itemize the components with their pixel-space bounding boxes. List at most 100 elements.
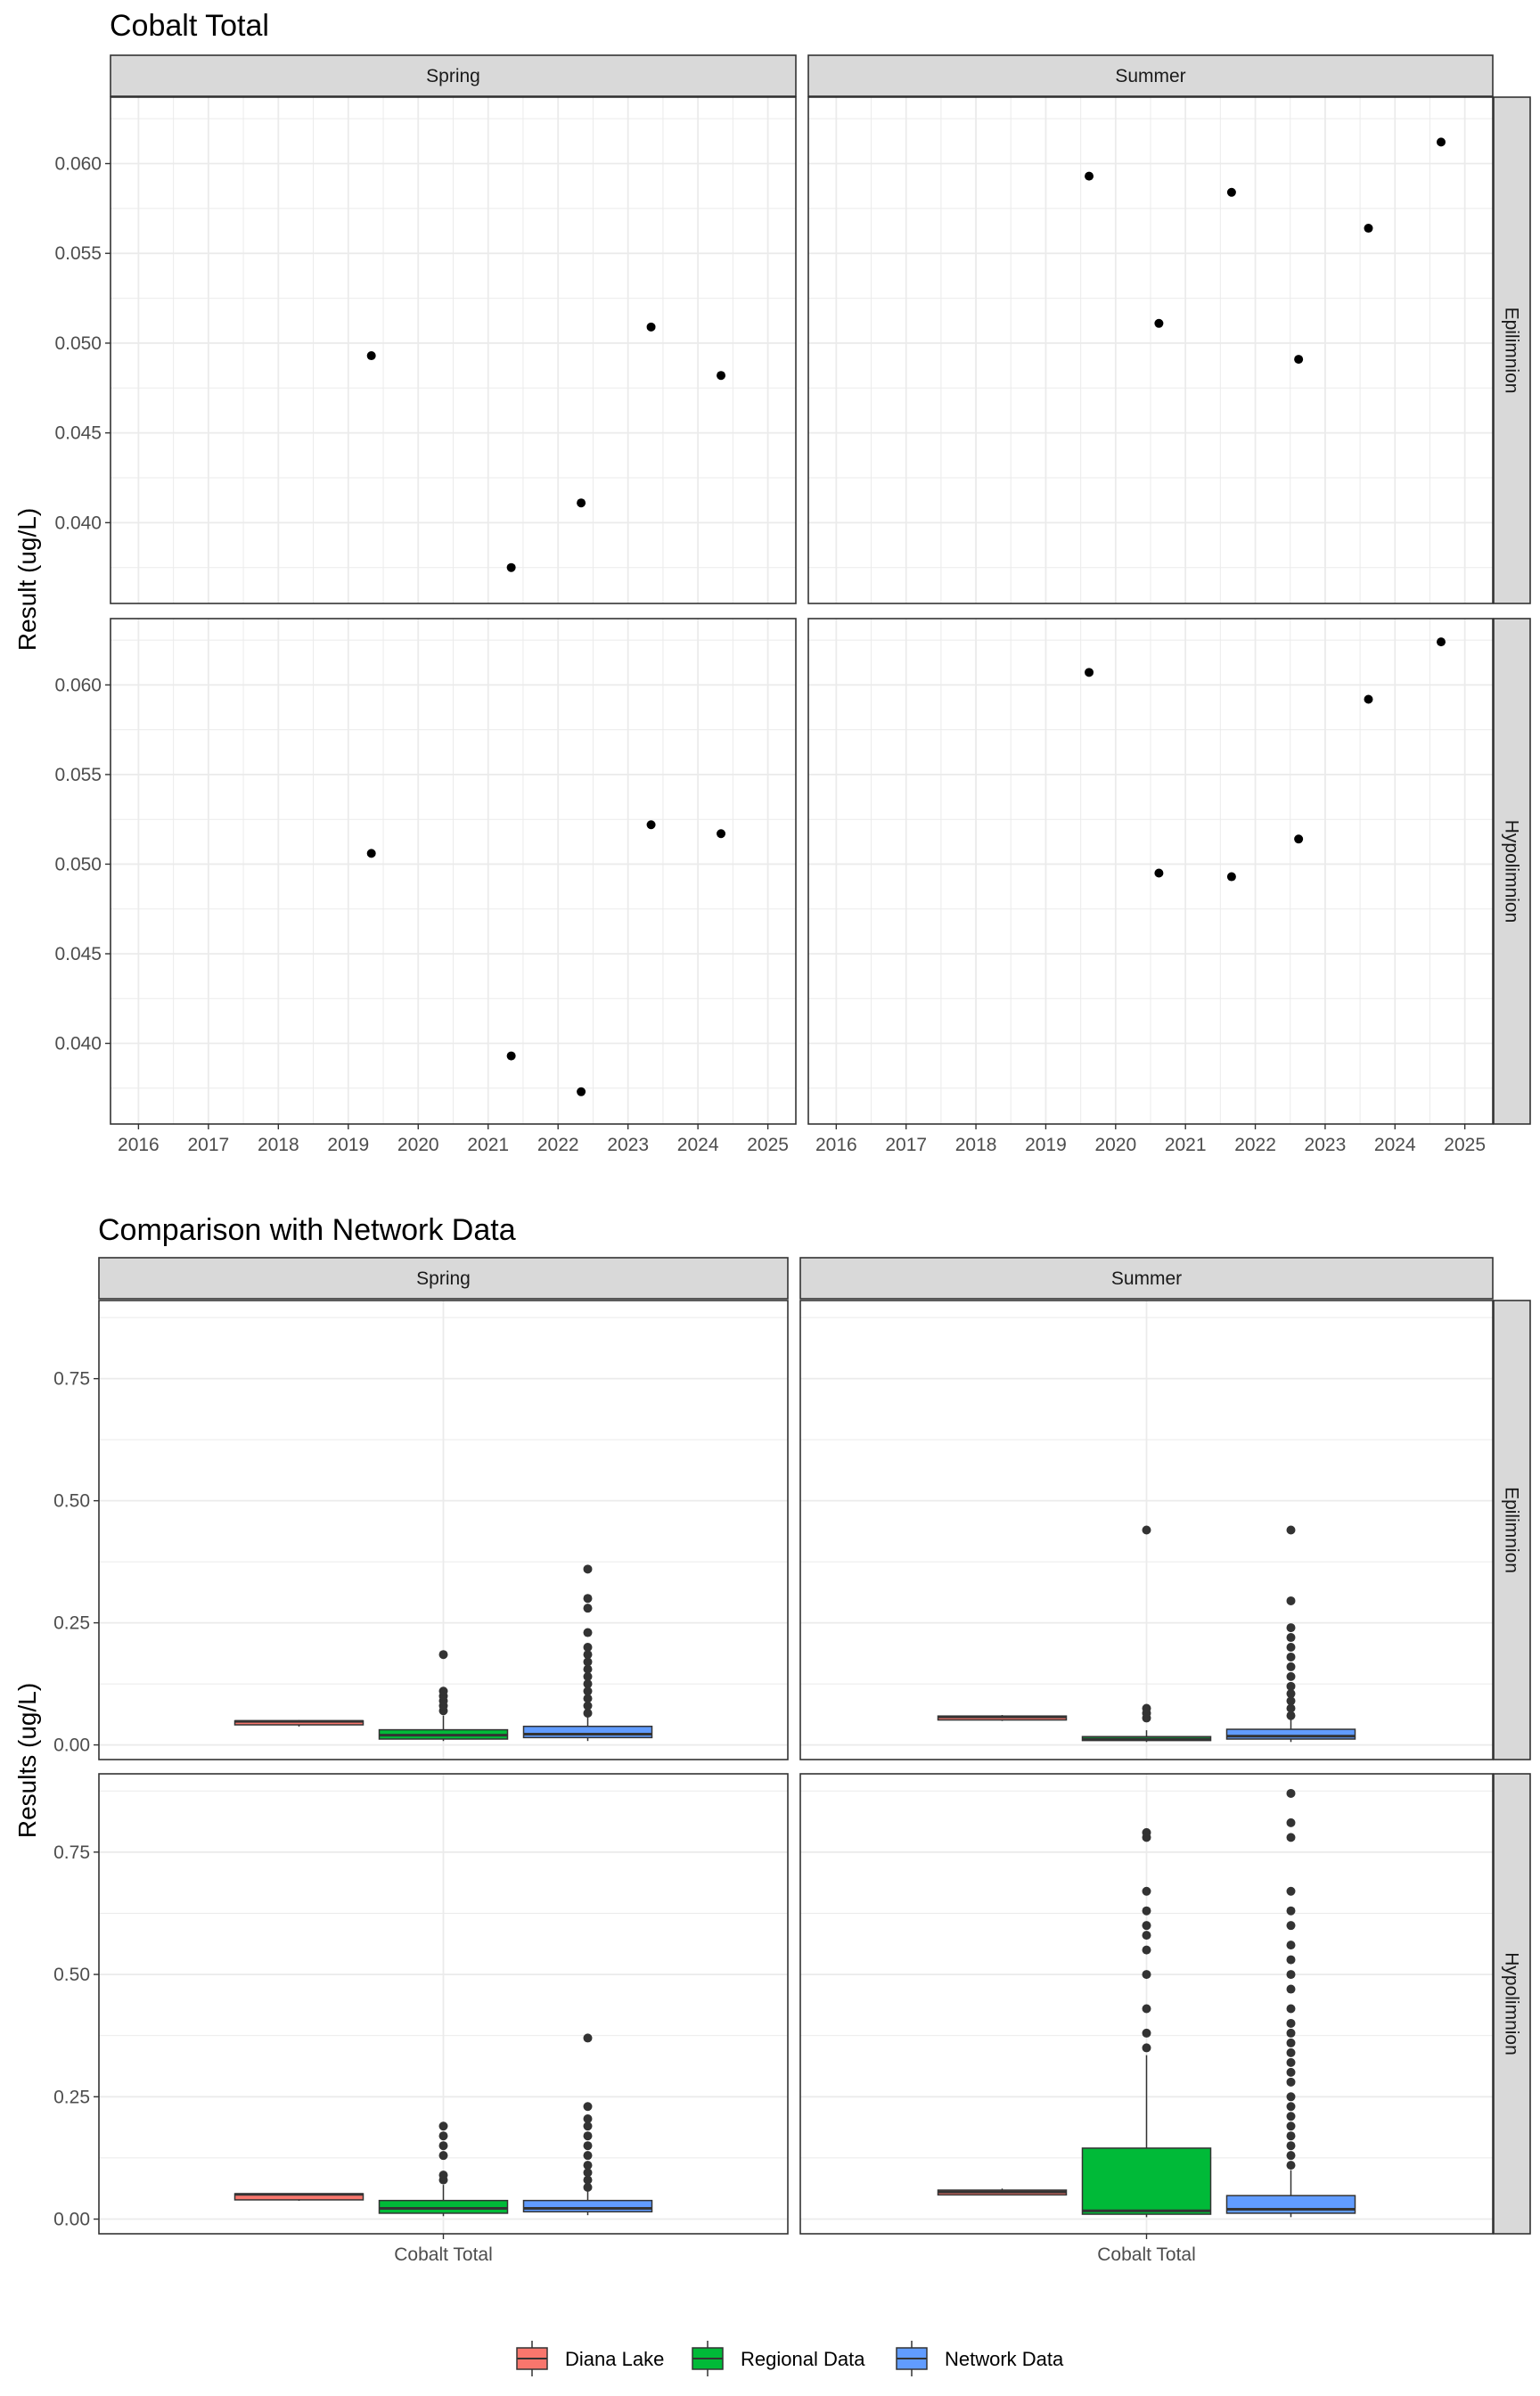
outlier-point: [583, 1694, 593, 1703]
data-point: [366, 849, 376, 858]
facet-panel: [799, 1300, 1494, 1760]
facet-strip: [807, 54, 1494, 97]
y-tick-label: 0.050: [54, 333, 102, 354]
facet-panel: [98, 1300, 789, 1760]
facet-panel: [807, 96, 1494, 604]
outlier-point: [1286, 2112, 1296, 2121]
facet-strip: [1493, 1300, 1531, 1760]
box-regional-data: [378, 2121, 509, 2217]
data-point: [1437, 637, 1446, 647]
outlier-point: [1286, 2141, 1296, 2151]
facet-strip-label: Epilimnion: [1502, 308, 1522, 394]
outlier-point: [1286, 1886, 1296, 1896]
outlier-point: [583, 1686, 593, 1696]
outlier-point: [583, 2131, 593, 2141]
legend-label: Regional Data: [741, 2348, 865, 2370]
outlier-point: [1286, 1671, 1296, 1681]
data-point: [506, 1051, 516, 1061]
data-point: [1154, 868, 1164, 878]
box-regional-data: [378, 1650, 509, 1742]
box-body: [1225, 1728, 1356, 1740]
cobalt-total-scatter-chart: Cobalt Total Result (ug/L) Spring Summer E…: [13, 9, 1531, 1155]
outlier-point: [1286, 1633, 1296, 1643]
data-point: [1364, 694, 1373, 704]
outlier-point: [583, 1657, 593, 1667]
facet-strip: [799, 1257, 1494, 1300]
y-tick-label: 0.040: [54, 513, 102, 533]
box-body: [522, 2199, 653, 2213]
outlier-point: [583, 1679, 593, 1689]
outlier-point: [1286, 1703, 1296, 1713]
facet-panel: [110, 618, 797, 1125]
outlier-point: [1286, 1970, 1296, 1980]
facet-strip-label: Spring: [426, 66, 480, 86]
facet-strip-label: Summer: [1111, 1268, 1182, 1289]
box-regional-data: [1081, 1525, 1212, 1743]
outlier-point: [583, 2141, 593, 2151]
outlier-point: [1286, 2151, 1296, 2161]
y-tick-label: 0.00: [53, 2210, 90, 2230]
outlier-point: [1286, 2018, 1296, 2028]
facet-strip: [1493, 96, 1531, 604]
outlier-point: [1142, 2043, 1151, 2053]
box-network-data: [522, 1564, 653, 1742]
outlier-point: [1142, 1945, 1151, 1955]
outlier-point: [438, 1650, 448, 1660]
facet-panel: [98, 1773, 789, 2235]
x-tick-label: 2022: [1234, 1135, 1276, 1155]
box-body: [522, 1725, 653, 1739]
outlier-point: [1286, 1681, 1296, 1691]
y-tick-label: 0.50: [53, 1965, 90, 1985]
data-point: [1294, 834, 1304, 844]
outlier-point: [438, 2151, 448, 2161]
facet-strip: [98, 1257, 789, 1300]
y-tick-label: 0.50: [53, 1491, 90, 1512]
outlier-point: [1286, 2038, 1296, 2047]
outlier-point: [1286, 1818, 1296, 1827]
data-point: [1154, 318, 1164, 328]
panel-border: [110, 618, 797, 1125]
outlier-point: [583, 1650, 593, 1660]
box-diana-lake: [233, 2193, 365, 2202]
x-tick-label: 2021: [467, 1135, 509, 1155]
outlier-point: [438, 2131, 448, 2141]
legend-entry: Network Data: [896, 2341, 1064, 2376]
y-tick-label: 0.055: [54, 243, 102, 264]
box-network-data: [1225, 1788, 1356, 2218]
facet-strip-label: Summer: [1115, 66, 1185, 86]
outlier-point: [1142, 1970, 1151, 1980]
y-tick-label: 0.060: [54, 675, 102, 695]
outlier-point: [438, 1686, 448, 1696]
box-regional-data: [1081, 1827, 1212, 2218]
x-tick-label: 2022: [537, 1135, 579, 1155]
outlier-point: [1286, 2067, 1296, 2077]
y-tick-label: 0.00: [53, 1735, 90, 1756]
outlier-point: [583, 2182, 593, 2192]
box-network-data: [1225, 1525, 1356, 1743]
data-point: [646, 322, 656, 332]
outlier-point: [1286, 1642, 1296, 1652]
outlier-point: [1286, 1696, 1296, 1706]
x-tick-label: 2024: [1374, 1135, 1416, 1155]
x-tick-label: 2016: [815, 1135, 857, 1155]
outlier-point: [1286, 2102, 1296, 2112]
data-point: [1364, 224, 1373, 234]
outlier-point: [1142, 1703, 1151, 1713]
panel-border: [807, 618, 1494, 1125]
x-tick-label: 2023: [1305, 1135, 1347, 1155]
outlier-point: [1286, 1525, 1296, 1535]
outlier-point: [583, 1642, 593, 1652]
x-tick-label: 2020: [1094, 1135, 1136, 1155]
outlier-point: [1142, 1921, 1151, 1931]
facet-panel: [110, 96, 797, 604]
panel-border: [799, 1300, 1494, 1760]
y-tick-label: 0.75: [53, 1842, 90, 1863]
data-point: [577, 1087, 586, 1096]
outlier-point: [583, 1564, 593, 1574]
legend-entry: Regional Data: [692, 2341, 865, 2376]
outlier-point: [1286, 1596, 1296, 1605]
outlier-point: [1286, 1984, 1296, 1994]
outlier-point: [1286, 2057, 1296, 2067]
x-tick-label: 2019: [1025, 1135, 1067, 1155]
box-diana-lake: [937, 2188, 1068, 2196]
